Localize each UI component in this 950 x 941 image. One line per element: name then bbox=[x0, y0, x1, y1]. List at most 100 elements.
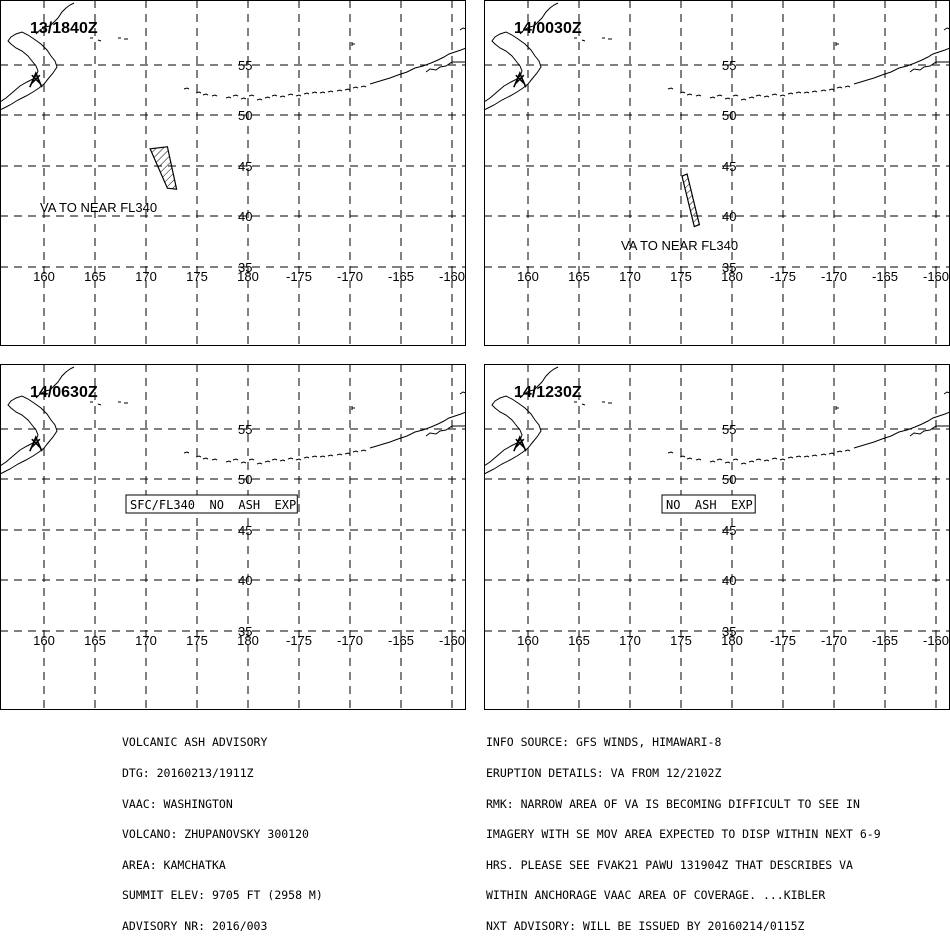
aleutian-island bbox=[248, 94, 255, 97]
aleutian-island bbox=[755, 94, 762, 97]
latitude-label: 45 bbox=[238, 523, 252, 538]
aleutian-island bbox=[232, 458, 239, 461]
latitude-label: 40 bbox=[238, 209, 252, 224]
aleutian-island bbox=[732, 458, 739, 461]
ash-annotation: VA TO NEAR FL340 bbox=[40, 200, 157, 215]
longitude-label: 180 bbox=[237, 633, 259, 648]
advisory-line: VOLCANIC ASH ADVISORY bbox=[122, 735, 268, 750]
aleutian-island bbox=[740, 462, 747, 465]
advisory-info-left: VOLCANIC ASH ADVISORY DTG: 20160213/1911… bbox=[122, 717, 323, 941]
aleutian-island bbox=[183, 451, 190, 454]
aleutian-island bbox=[836, 86, 843, 89]
latitude-label: 50 bbox=[722, 472, 736, 487]
longitude-label: -160 bbox=[439, 633, 465, 648]
latitude-label: 55 bbox=[238, 58, 252, 73]
aleutian-island bbox=[803, 91, 810, 94]
longitude-label: -160 bbox=[923, 269, 949, 284]
commander-islands bbox=[90, 37, 128, 42]
commander-islands bbox=[574, 401, 612, 406]
aleutian-island bbox=[779, 458, 786, 461]
aleutian-island bbox=[295, 458, 302, 461]
ash-annotation: SFC/FL340 NO ASH EXP bbox=[130, 498, 296, 512]
longitude-label: -175 bbox=[286, 633, 312, 648]
aleutian-island bbox=[295, 94, 302, 97]
latitude-label: 45 bbox=[238, 159, 252, 174]
aleutian-island bbox=[686, 93, 693, 96]
aleutian-island bbox=[787, 456, 794, 459]
alaska-coastline bbox=[369, 411, 466, 449]
panel-frame bbox=[484, 0, 950, 346]
aleutian-island bbox=[211, 458, 218, 461]
ash-annotation: VA TO NEAR FL340 bbox=[621, 238, 738, 253]
annotation-box bbox=[125, 494, 298, 514]
longitude-label: 165 bbox=[568, 269, 590, 284]
longitude-label: 165 bbox=[568, 633, 590, 648]
aleutian-island bbox=[271, 94, 278, 97]
aleutian-island bbox=[844, 85, 851, 88]
aleutian-island bbox=[779, 94, 786, 97]
aleutian-island bbox=[771, 457, 778, 460]
aleutian-island bbox=[820, 89, 827, 92]
aleutian-island bbox=[686, 457, 693, 460]
aleutian-island bbox=[319, 91, 326, 94]
volcano-icon bbox=[513, 71, 527, 88]
aleutian-island bbox=[811, 454, 818, 457]
longitude-label: 175 bbox=[186, 269, 208, 284]
aleutian-island bbox=[740, 98, 747, 101]
aleutian-island bbox=[336, 89, 343, 92]
longitude-label: -160 bbox=[439, 269, 465, 284]
longitude-label: 165 bbox=[84, 269, 106, 284]
advisory-line: VOLCANO: ZHUPANOVSKY 300120 bbox=[122, 827, 309, 842]
latitude-label: 55 bbox=[238, 422, 252, 437]
longitude-label: -175 bbox=[770, 269, 796, 284]
forecast-panel: 160 165 170 175 180 -175 -170 -165 -160 55 50 45 40 3… bbox=[0, 0, 466, 346]
aleutian-island bbox=[695, 458, 702, 461]
longitude-label: -165 bbox=[388, 633, 414, 648]
island-coastline bbox=[351, 406, 355, 410]
aleutian-island bbox=[787, 92, 794, 95]
aleutian-island bbox=[667, 451, 674, 454]
aleutian-island bbox=[811, 90, 818, 93]
kamchatka-coastline-north bbox=[519, 366, 559, 399]
longitude-label: 160 bbox=[33, 269, 55, 284]
aleutian-island bbox=[271, 458, 278, 461]
aleutian-island bbox=[679, 455, 686, 458]
aleutian-island bbox=[732, 94, 739, 97]
ash-cloud-polygon bbox=[681, 173, 701, 228]
aleutian-island bbox=[264, 460, 271, 463]
aleutian-island bbox=[763, 95, 770, 98]
longitude-label: 175 bbox=[670, 269, 692, 284]
aleutian-island bbox=[771, 93, 778, 96]
latitude-label: 45 bbox=[722, 523, 736, 538]
aleutian-island bbox=[195, 91, 202, 94]
forecast-map: 160 165 170 175 180 -175 -170 -165 -160 55 50 45 40 3… bbox=[0, 0, 466, 346]
aleutian-island bbox=[225, 96, 232, 99]
aleutian-island bbox=[279, 459, 286, 462]
longitude-label: -165 bbox=[872, 633, 898, 648]
latitude-label: 55 bbox=[722, 422, 736, 437]
aleutian-island bbox=[256, 462, 263, 465]
alaska-coastline bbox=[369, 47, 466, 85]
kamchatka-coastline-north bbox=[35, 366, 75, 399]
volcano-icon bbox=[29, 435, 43, 452]
advisory-line: HRS. PLEASE SEE FVAK21 PAWU 131904Z THAT… bbox=[486, 857, 853, 872]
aleutian-island bbox=[319, 455, 326, 458]
latitude-label: 35 bbox=[722, 624, 736, 639]
aleutian-island bbox=[844, 449, 851, 452]
longitude-label: 180 bbox=[237, 269, 259, 284]
aleutian-island bbox=[232, 94, 239, 97]
aleutian-island bbox=[695, 94, 702, 97]
aleutian-island bbox=[679, 91, 686, 94]
aleutian-island bbox=[709, 96, 716, 99]
advisory-line: WITHIN ANCHORAGE VAAC AREA OF COVERAGE. … bbox=[486, 888, 826, 903]
aleutian-island bbox=[202, 457, 209, 460]
volcano-icon bbox=[513, 435, 527, 452]
island-coastline bbox=[459, 27, 466, 31]
aleutian-island bbox=[202, 93, 209, 96]
island-coastline bbox=[943, 27, 950, 31]
latitude-label: 50 bbox=[238, 472, 252, 487]
advisory-info-right: INFO SOURCE: GFS WINDS, HIMAWARI-8 ERUPT… bbox=[486, 717, 881, 941]
island-coastline bbox=[351, 42, 355, 46]
longitude-label: 165 bbox=[84, 633, 106, 648]
aleutian-island bbox=[336, 453, 343, 456]
